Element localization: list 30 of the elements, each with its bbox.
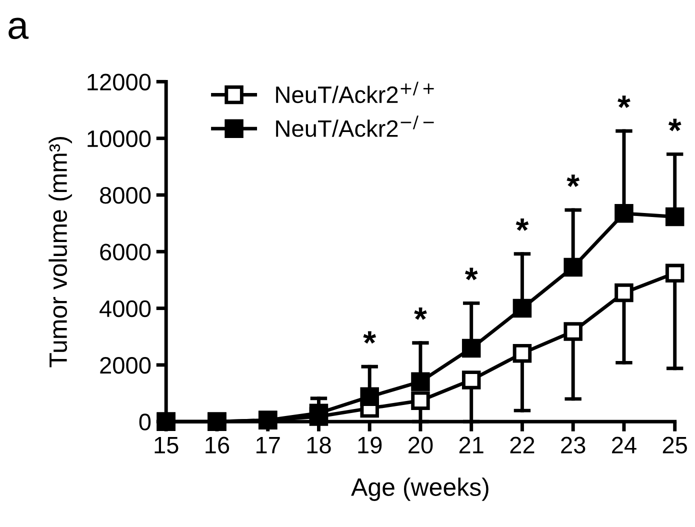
y-tick-label: 2000 xyxy=(100,357,151,374)
annotation: * xyxy=(618,96,630,108)
legend-label: NeuT/Ackr2$^{+/+}$ xyxy=(276,82,434,104)
x-tick-label: 18 xyxy=(307,436,331,454)
x-tick-label: 22 xyxy=(510,436,534,454)
y-axis-title: Tumor volume (mm³) xyxy=(48,136,72,368)
y-tick-label: 12000 xyxy=(88,74,151,90)
annotation: * xyxy=(668,118,682,132)
y-tick-label: 6000 xyxy=(100,244,151,260)
x-tick-label: 21 xyxy=(459,436,484,454)
y-tick-label: 0 xyxy=(139,414,151,430)
x-tick-label: 15 xyxy=(154,437,178,454)
y-tick-label: 8000 xyxy=(100,187,151,204)
x-tick-label: 24 xyxy=(612,436,636,454)
x-tick-label: 23 xyxy=(561,436,586,454)
x-tick-label: 19 xyxy=(358,436,382,454)
y-tick-label: 4000 xyxy=(100,300,151,318)
chart-title: a xyxy=(8,18,29,40)
legend-label: NeuT/Ackr2$^{−/−}$ xyxy=(276,116,434,137)
x-tick-label: 17 xyxy=(256,437,280,454)
x-tick-label: 20 xyxy=(408,436,433,454)
x-axis-title: Age (weeks) xyxy=(351,478,488,501)
annotation: * xyxy=(516,218,529,231)
x-tick-label: 16 xyxy=(206,436,230,454)
annotation: * xyxy=(464,268,478,280)
x-tick-label: 25 xyxy=(662,436,687,454)
annotation: * xyxy=(363,331,376,344)
y-tick-label: 10000 xyxy=(88,130,151,148)
annotation: * xyxy=(566,174,580,187)
annotation: * xyxy=(414,307,427,320)
